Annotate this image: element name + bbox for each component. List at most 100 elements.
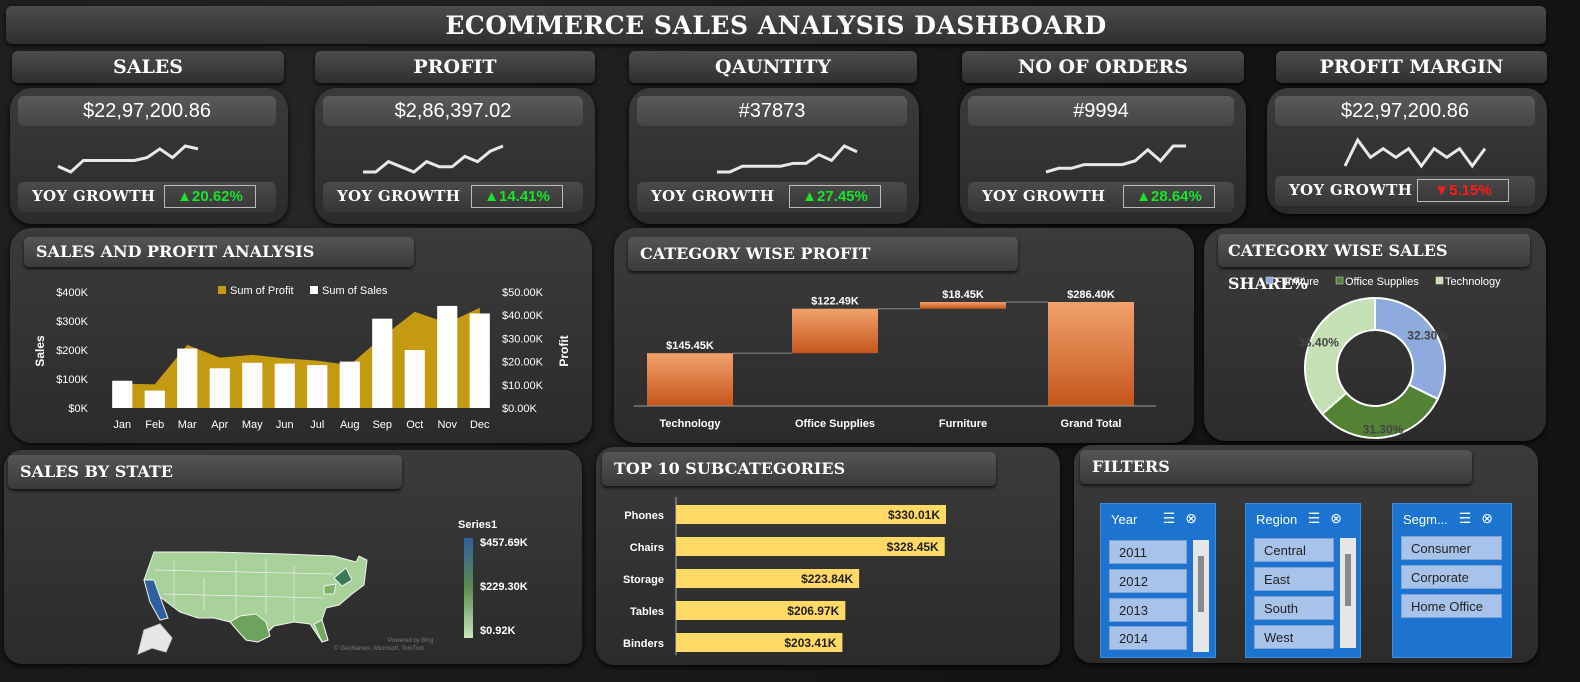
kpi-header-margin: PROFIT MARGIN xyxy=(1276,51,1547,83)
legend-swatch xyxy=(1265,276,1274,285)
clear-filter-icon[interactable]: ⊗ xyxy=(1481,510,1503,526)
multi-select-icon[interactable]: ☰ xyxy=(1162,510,1186,526)
sales-bar xyxy=(242,362,263,408)
hbar xyxy=(676,505,946,524)
hbar-value-label: $330.01K xyxy=(888,508,940,522)
sales-profit-panel: Sales and Profit Analysis $0K $100K $200K $… xyxy=(10,228,592,443)
kpi-footer: YOY GROWTH ▲28.64% xyxy=(968,182,1234,212)
scroll-thumb[interactable] xyxy=(1198,556,1204,612)
us-mainland xyxy=(143,551,368,643)
x-tick-label: Feb xyxy=(145,419,164,431)
hbar xyxy=(676,601,846,620)
slicer-item[interactable]: Central xyxy=(1254,538,1334,562)
hbar xyxy=(676,633,843,652)
clear-filter-icon[interactable]: ⊗ xyxy=(1330,510,1352,526)
slicer-item[interactable]: East xyxy=(1254,567,1334,591)
clear-filter-icon[interactable]: ⊗ xyxy=(1185,510,1207,526)
waterfall-bar xyxy=(920,302,1006,309)
kpi-footer: YOY GROWTH ▲20.62% xyxy=(18,182,276,212)
yoy-label: YOY GROWTH xyxy=(1289,181,1413,199)
hbar-value-label: $328.45K xyxy=(887,540,939,554)
slicer-scrollbar[interactable] xyxy=(1193,540,1209,652)
category-share-panel: Category wise sales share% 32.30%31.30%3… xyxy=(1204,228,1546,441)
multi-select-icon[interactable]: ☰ xyxy=(1458,510,1482,526)
slicer-item[interactable]: 2011 xyxy=(1109,540,1187,564)
donut-value-label: 32.30% xyxy=(1407,328,1448,342)
sparkline-path xyxy=(57,144,199,174)
kpi-footer: YOY GROWTH ▲27.45% xyxy=(637,182,907,212)
slicer-scrollbar[interactable] xyxy=(1340,538,1356,648)
legend-label-profit: Sum of Profit xyxy=(230,285,294,297)
slicer-year: Year ☰⊗ 2011 2012 2013 2014 xyxy=(1100,503,1216,658)
waterfall-value-label: $122.49K xyxy=(811,296,859,308)
multi-select-icon[interactable]: ☰ xyxy=(1307,510,1331,526)
section-title-sales-state: Sales by state xyxy=(8,455,402,489)
sales-bar xyxy=(404,350,425,408)
map-legend-min: $0.92K xyxy=(480,625,516,637)
y-axis-label: Sales xyxy=(33,335,47,367)
kpi-sparkline xyxy=(717,144,858,174)
kpi-footer: YOY GROWTH ▼5.15% xyxy=(1275,176,1535,206)
y2-tick-label: $50.00K xyxy=(502,287,544,299)
legend-swatch-profit xyxy=(218,286,226,294)
y2-tick-label: $40.00K xyxy=(502,310,544,322)
slicer-item[interactable]: South xyxy=(1254,596,1334,620)
slicer-region: Region ☰⊗ Central East South West xyxy=(1245,503,1361,658)
waterfall-category-label: Furniture xyxy=(939,418,987,430)
x-tick-label: Sep xyxy=(372,419,392,431)
kpi-value: $22,97,200.86 xyxy=(1275,96,1535,126)
map-legend-scale xyxy=(464,538,473,638)
yoy-growth-badge: ▼5.15% xyxy=(1417,179,1509,202)
alaska-shape xyxy=(137,623,173,655)
slicer-item[interactable]: Corporate xyxy=(1401,565,1502,589)
yoy-label: YOY GROWTH xyxy=(982,187,1106,205)
slicer-item[interactable]: 2013 xyxy=(1109,598,1187,622)
sales-bar xyxy=(339,361,360,408)
legend-swatch-sales xyxy=(310,286,318,294)
x-tick-label: Apr xyxy=(211,419,228,431)
profit-area xyxy=(122,307,480,408)
y-tick-label: $400K xyxy=(56,287,88,299)
legend-label: Technology xyxy=(1445,276,1501,288)
x-tick-label: Jul xyxy=(310,419,324,431)
us-state-map: Powered by Bing © GeoNames, Microsoft, T… xyxy=(137,519,528,655)
waterfall-category-label: Grand Total xyxy=(1061,418,1122,430)
kpi-value: #37873 xyxy=(637,96,907,126)
slicer-segment: Segm... ☰⊗ Consumer Corporate Home Offic… xyxy=(1392,503,1512,658)
donut-slice xyxy=(1374,296,1446,401)
slicer-item[interactable]: 2014 xyxy=(1109,626,1187,650)
section-title-filters: Filters xyxy=(1080,450,1472,484)
hbar xyxy=(676,569,860,588)
sales-bar xyxy=(209,368,230,408)
yoy-growth-badge: ▲28.64% xyxy=(1123,185,1215,208)
map-credit-sources: © GeoNames, Microsoft, TomTom xyxy=(334,645,424,652)
legend-label-sales: Sum of Sales xyxy=(322,285,388,297)
x-tick-label: Mar xyxy=(178,419,197,431)
hbar-category-label: Tables xyxy=(630,606,664,618)
kpi-sparkline xyxy=(1343,137,1487,169)
slicer-item[interactable]: Consumer xyxy=(1401,536,1502,560)
hbar-value-label: $223.84K xyxy=(801,572,853,586)
sales-bar xyxy=(112,380,133,408)
slicer-item[interactable]: West xyxy=(1254,625,1334,649)
x-tick-label: Dec xyxy=(470,419,490,431)
hbar xyxy=(676,537,945,556)
waterfall-bar xyxy=(792,308,878,354)
yoy-growth-badge: ▲27.45% xyxy=(789,185,881,208)
y-tick-label: $0K xyxy=(68,403,88,415)
sparkline-path xyxy=(363,144,504,174)
slicer-item[interactable]: 2012 xyxy=(1109,569,1187,593)
donut-slice xyxy=(1304,296,1376,416)
sales-bar xyxy=(437,305,458,408)
hbar-value-label: $206.97K xyxy=(787,604,839,618)
category-share-chart: 32.30% 31.30% 36.40% Furniture Office Suppli… xyxy=(1265,276,1501,439)
waterfall-category-label: Technology xyxy=(660,418,722,430)
sparkline-path xyxy=(1045,144,1186,174)
hbar-value-label: $203.41K xyxy=(784,636,836,650)
slicer-item[interactable]: Home Office xyxy=(1401,594,1502,618)
legend-swatch xyxy=(1335,276,1344,285)
scroll-thumb[interactable] xyxy=(1345,554,1351,606)
kpi-header-profit: PROFIT xyxy=(315,51,595,83)
y2-tick-label: $30.00K xyxy=(502,333,544,345)
waterfall-value-label: $286.40K xyxy=(1067,289,1115,301)
